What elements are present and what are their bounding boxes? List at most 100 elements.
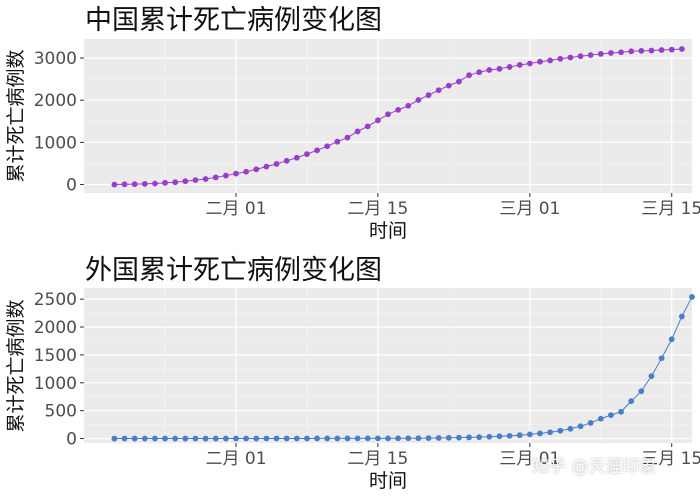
- data-point: [182, 178, 188, 184]
- y-tick-label: 1500: [34, 346, 77, 366]
- data-point: [426, 435, 432, 441]
- data-point: [547, 57, 553, 63]
- x-tick-label: 三月 01: [499, 199, 560, 219]
- x-tick-label: 二月 01: [205, 449, 266, 469]
- data-point: [618, 49, 624, 55]
- data-point: [507, 433, 513, 439]
- data-point: [122, 436, 128, 442]
- data-point: [365, 123, 371, 129]
- y-tick-label: 2000: [34, 318, 77, 338]
- data-point: [314, 147, 320, 153]
- data-point: [233, 436, 239, 442]
- data-point: [142, 436, 148, 442]
- data-point: [304, 436, 310, 442]
- data-point: [578, 53, 584, 59]
- data-point: [334, 436, 340, 442]
- data-point: [274, 161, 280, 167]
- data-point: [649, 48, 655, 54]
- data-point: [446, 435, 452, 441]
- data-point: [253, 166, 259, 172]
- data-point: [203, 436, 209, 442]
- data-point: [213, 174, 219, 180]
- y-tick-label: 2500: [34, 290, 77, 310]
- data-point: [598, 416, 604, 422]
- data-point: [152, 181, 158, 187]
- data-point: [486, 434, 492, 440]
- data-point: [659, 47, 665, 53]
- data-point: [436, 435, 442, 441]
- data-point: [264, 164, 270, 170]
- data-point: [365, 435, 371, 441]
- data-point: [162, 180, 168, 186]
- y-tick-label: 3000: [34, 49, 77, 69]
- data-point: [689, 294, 695, 300]
- data-point: [395, 435, 401, 441]
- data-point: [304, 151, 310, 157]
- y-tick-label: 0: [66, 430, 77, 450]
- data-point: [284, 158, 290, 164]
- data-point: [182, 436, 188, 442]
- data-point: [588, 52, 594, 58]
- data-point: [527, 61, 533, 67]
- x-tick-label: 二月 15: [347, 199, 408, 219]
- data-point: [243, 169, 249, 175]
- y-axis: 0100020003000: [34, 49, 84, 196]
- data-point: [598, 51, 604, 57]
- data-point: [172, 436, 178, 442]
- data-point: [568, 55, 574, 61]
- x-axis-title: 时间: [369, 220, 407, 242]
- data-point: [345, 436, 351, 442]
- data-point: [476, 69, 482, 75]
- data-point: [497, 433, 503, 439]
- data-point: [395, 107, 401, 113]
- data-point: [203, 176, 209, 182]
- china-deaths-chart: 中国累计死亡病例变化图 0 1000 2000 3000 二月 01 二月 15 三月 0…: [5, 5, 700, 242]
- data-point: [152, 436, 158, 442]
- y-axis-title: 累计死亡病例数: [5, 299, 27, 432]
- data-point: [588, 420, 594, 426]
- watermark: 知乎 @天涯印象: [532, 452, 656, 477]
- data-point: [334, 139, 340, 145]
- data-point: [628, 48, 634, 54]
- data-point: [669, 336, 675, 342]
- data-point: [112, 436, 118, 442]
- y-axis-title: 累计死亡病例数: [5, 49, 27, 182]
- data-point: [416, 435, 422, 441]
- data-point: [476, 434, 482, 440]
- data-point: [618, 409, 624, 415]
- data-point: [233, 171, 239, 177]
- data-point: [578, 423, 584, 429]
- data-point: [294, 436, 300, 442]
- x-tick-label: 三月 15: [641, 199, 700, 219]
- data-point: [172, 179, 178, 185]
- data-point: [385, 435, 391, 441]
- data-point: [375, 435, 381, 441]
- data-point: [132, 181, 138, 187]
- data-point: [517, 432, 523, 438]
- data-point: [608, 50, 614, 56]
- data-point: [638, 48, 644, 54]
- data-point: [416, 97, 422, 103]
- data-point: [557, 428, 563, 434]
- data-point: [324, 436, 330, 442]
- data-point: [628, 398, 634, 404]
- data-point: [557, 56, 563, 62]
- data-point: [385, 111, 391, 117]
- data-point: [253, 436, 259, 442]
- data-point: [294, 155, 300, 161]
- data-point: [284, 436, 290, 442]
- data-point: [223, 436, 229, 442]
- data-point: [375, 117, 381, 123]
- x-axis: 二月 01 二月 15 三月 01 三月 15: [205, 193, 700, 219]
- data-point: [456, 435, 462, 441]
- data-point: [193, 436, 199, 442]
- data-point: [264, 436, 270, 442]
- chart-title: 中国累计死亡病例变化图: [85, 5, 382, 36]
- data-point: [537, 59, 543, 65]
- data-point: [608, 412, 614, 418]
- data-point: [486, 67, 492, 73]
- data-point: [568, 426, 574, 432]
- data-point: [223, 173, 229, 179]
- data-point: [426, 92, 432, 98]
